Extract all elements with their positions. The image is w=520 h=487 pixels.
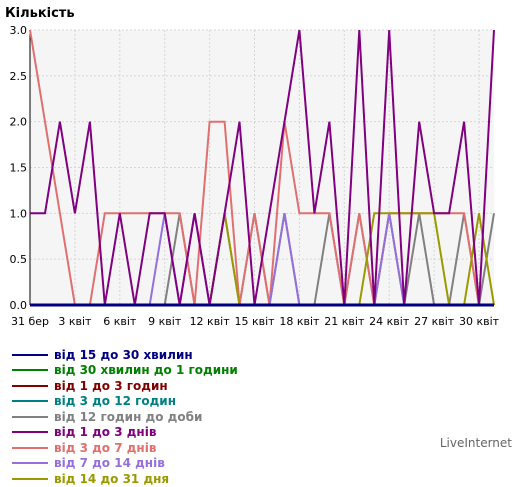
legend-item: від 7 до 14 днів xyxy=(12,456,238,472)
y-tick-label: 0.5 xyxy=(10,253,28,266)
y-tick-label: 0.0 xyxy=(10,299,28,312)
x-tick-label: 30 квіт xyxy=(459,315,500,328)
legend-label: від 14 до 31 дня xyxy=(54,471,170,486)
legend-item: від 30 хвилин до 1 години xyxy=(12,363,238,379)
legend-label: від 3 до 7 днів xyxy=(54,440,157,455)
legend-item: від 3 до 12 годин xyxy=(12,394,238,410)
x-tick-label: 3 квіт xyxy=(58,315,92,328)
legend-item: від 3 до 7 днів xyxy=(12,440,238,456)
x-tick-label: 18 квіт xyxy=(279,315,320,328)
x-tick-label: 21 квіт xyxy=(324,315,365,328)
x-tick-label: 6 квіт xyxy=(103,315,137,328)
x-tick-label: 15 квіт xyxy=(234,315,275,328)
y-tick-label: 1.0 xyxy=(10,207,28,220)
legend-label: від 30 хвилин до 1 години xyxy=(54,363,238,378)
legend-swatch xyxy=(12,446,48,449)
line-chart: 0.0 0.5 1.0 1.5 2.0 2.5 3.0 31 бер 3 квіт 6 квіт 9… xyxy=(5,6,500,328)
y-tick-label: 2.5 xyxy=(10,70,28,83)
x-tick-label: 31 бер xyxy=(11,315,49,328)
x-tick-label: 24 квіт xyxy=(369,315,410,328)
legend-item: від 12 годин до доби xyxy=(12,409,238,425)
legend-label: від 3 до 12 годин xyxy=(54,394,176,409)
legend-label: від 15 до 30 хвилин xyxy=(54,347,193,362)
series-line xyxy=(30,29,495,306)
legend-swatch xyxy=(12,415,48,418)
legend-item: від 15 до 30 хвилин xyxy=(12,347,238,363)
legend-swatch xyxy=(12,369,48,372)
legend-swatch xyxy=(12,462,48,465)
legend-label: від 7 до 14 днів xyxy=(54,456,165,471)
legend-item: від 1 до 3 годин xyxy=(12,378,238,394)
legend-item: від 1 до 3 днів xyxy=(12,425,238,441)
legend-label: від 1 до 3 годин xyxy=(54,378,168,393)
x-tick-label: 12 квіт xyxy=(190,315,231,328)
x-tick-label: 27 квіт xyxy=(414,315,455,328)
legend-swatch xyxy=(12,477,48,480)
legend-swatch xyxy=(12,431,48,434)
legend: від 15 до 30 хвилин від 30 хвилин до 1 го… xyxy=(12,347,238,487)
brand-label: LiveInternet xyxy=(439,436,512,450)
x-tick-label: 9 квіт xyxy=(148,315,182,328)
legend-label: від 1 до 3 днів xyxy=(54,425,157,440)
legend-item: від 14 до 31 дня xyxy=(12,471,238,487)
legend-label: від 12 годин до доби xyxy=(54,409,203,424)
legend-swatch xyxy=(12,400,48,403)
y-tick-label: 1.5 xyxy=(10,162,28,175)
y-tick-label: 3.0 xyxy=(10,24,28,37)
y-tick-label: 2.0 xyxy=(10,116,28,129)
legend-swatch xyxy=(12,353,48,356)
y-axis-label: Кількість xyxy=(5,6,75,21)
legend-swatch xyxy=(12,384,48,387)
